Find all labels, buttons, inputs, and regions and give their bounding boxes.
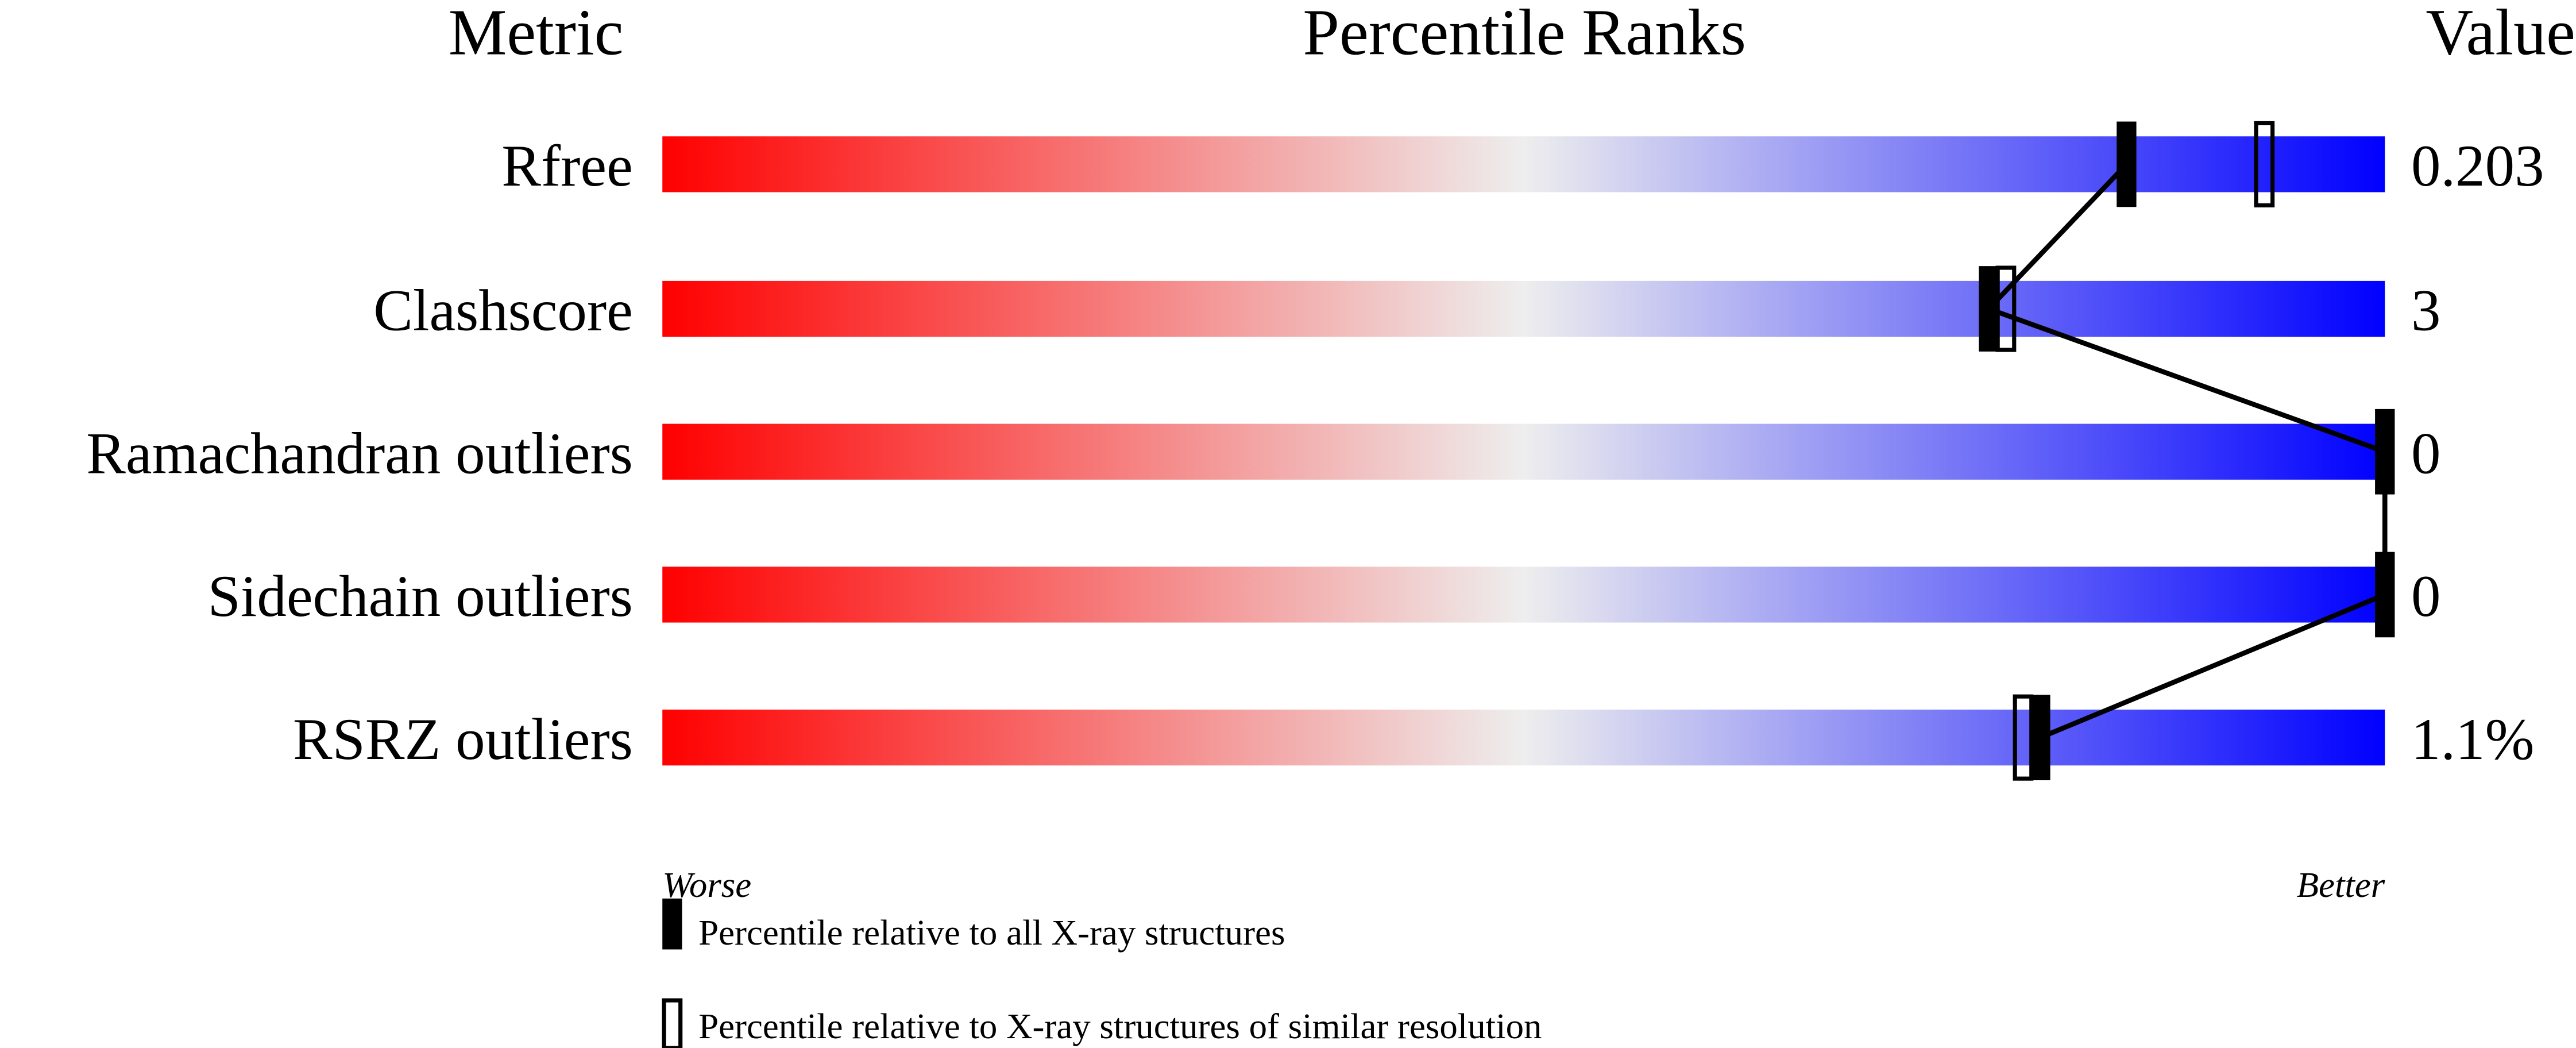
metric-label: Ramachandran outliers <box>86 421 633 486</box>
marker-similar-resolution <box>2013 694 2034 781</box>
header-percentile-ranks: Percentile Ranks <box>1303 0 1746 68</box>
metric-label: Clashscore <box>373 278 633 344</box>
metric-value: 1.1% <box>2411 707 2534 772</box>
connector-line <box>1987 162 2129 311</box>
percentile-bar <box>662 567 2385 623</box>
legend-filled-label: Percentile relative to all X-ray structu… <box>698 912 1285 953</box>
metric-value: 3 <box>2411 278 2440 344</box>
legend-filled-swatch <box>662 898 682 950</box>
legend-open-label: Percentile relative to X-ray structures … <box>698 1006 1542 1046</box>
metric-value: 0 <box>2411 564 2440 629</box>
metric-label: Sidechain outliers <box>208 564 633 629</box>
percentile-bar <box>662 710 2385 766</box>
connector-line <box>2039 592 2386 740</box>
marker-all-xray <box>2030 695 2050 780</box>
percentile-bar <box>662 136 2385 192</box>
percentile-bar <box>662 423 2385 480</box>
metric-label: RSRZ outliers <box>293 707 633 772</box>
connector-line <box>1988 306 2386 454</box>
metric-value: 0.203 <box>2411 133 2544 199</box>
legend-open-swatch <box>662 998 683 1048</box>
marker-all-xray <box>1979 266 1999 352</box>
marker-all-xray <box>2117 121 2137 207</box>
worse-label: Worse <box>662 865 751 905</box>
marker-similar-resolution <box>1995 265 2017 352</box>
better-label: Better <box>2297 865 2385 905</box>
metric-value: 0 <box>2411 421 2440 486</box>
header-metric: Metric <box>449 0 624 68</box>
percentile-bar <box>662 280 2385 337</box>
metric-label: Rfree <box>501 133 633 199</box>
marker-all-xray <box>2375 409 2395 495</box>
marker-similar-resolution <box>2254 121 2275 207</box>
header-value: Value <box>2426 0 2575 68</box>
marker-all-xray <box>2375 552 2395 638</box>
